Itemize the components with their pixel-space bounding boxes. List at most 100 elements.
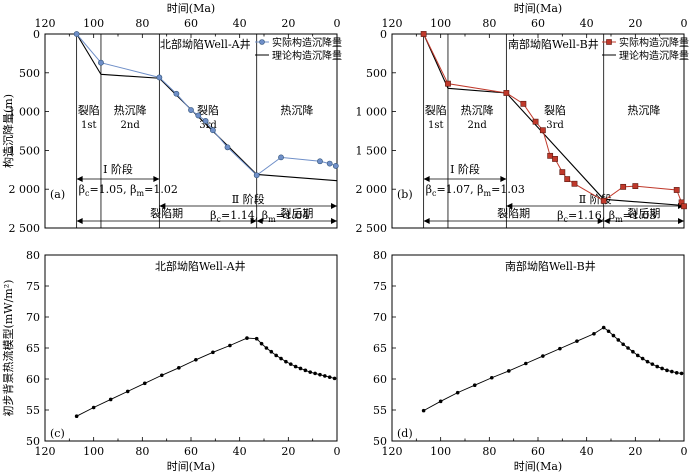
panel-3-xtick-label: 20 <box>281 445 295 458</box>
panel-4-frame <box>391 254 685 442</box>
panel-2-actual-point <box>600 197 607 204</box>
panel-1-phase-label: 3rd <box>199 120 217 131</box>
panel-4-heatflow-point <box>438 399 443 404</box>
panel-3-heatflow-point <box>288 362 293 366</box>
panel-3-ytick-label: 50 <box>26 435 40 448</box>
panel-3-panel-id: (c) <box>50 427 65 440</box>
panel-2-xtick-label: 20 <box>628 17 642 30</box>
panel-4-heatflow-point <box>606 329 611 334</box>
panel-4-heatflow-point <box>601 325 606 330</box>
panel-4-heatflow-point <box>541 354 545 358</box>
panel-2-period2-arrow-head-right <box>678 218 684 224</box>
panel-4-heatflow-point <box>611 333 616 338</box>
panel-1-ytick-label: 1 500 <box>9 144 41 157</box>
panel-4-heatflow-point <box>645 359 650 364</box>
panel-2-title: 南部坳陷Well-B井 <box>508 37 599 51</box>
panel-1-ytick-label: 2 500 <box>9 222 41 235</box>
panel-4-heatflow-point <box>665 368 669 373</box>
panel-4-title: 南部坳陷Well-B井 <box>505 259 596 273</box>
panel-1-stage1-arrow-head-left <box>76 176 83 182</box>
panel-4-heatflow-point <box>489 375 494 380</box>
panel-2-actual-point <box>539 127 546 134</box>
panel-1-stage2-arrow-head-right <box>331 203 337 209</box>
panel-1-phase-label: 2nd <box>121 120 141 131</box>
panel-4-heatflow-point <box>635 353 640 358</box>
panel-4-xtick-label: 80 <box>482 445 496 458</box>
panel-3-xlabel: 时间(Ma) <box>167 460 215 473</box>
panel-4-heatflow-point <box>524 361 528 366</box>
panel-4-heatflow-point <box>674 371 679 375</box>
panel-1-legend-actual-label: 实际构造沉降量 <box>272 36 342 49</box>
panel-3-heatflow-point <box>284 359 288 364</box>
panel-4-xtick-label: 100 <box>430 445 451 458</box>
panel-1-ylabel: 构造沉降量(m) <box>1 94 15 168</box>
panel-2-stage2-arrow-head-left <box>506 203 513 209</box>
panel-1-series-actual <box>76 33 336 176</box>
panel-1-actual-point <box>253 172 260 179</box>
panel-4-heatflow-point <box>421 408 426 413</box>
panel-4-ytick-label: 60 <box>373 373 387 386</box>
panel-3-xtick-label: 40 <box>233 445 247 458</box>
panel-2-stage1-beta: βc=1.07, βm=1.03 <box>426 183 525 198</box>
panel-1-stage1-beta: βc=1.05, βm=1.02 <box>79 183 178 198</box>
panel-2-actual-point <box>532 118 539 125</box>
panel-4-heatflow-point <box>592 331 596 336</box>
panel-3-heatflow-point <box>125 389 130 394</box>
panel-3-heatflow-point <box>298 366 303 371</box>
panel-2-phase-label: 裂陷 <box>544 103 566 117</box>
panel-2-phase-label: 热沉降 <box>627 103 660 117</box>
panel-2-period1-arrow-head-right <box>597 218 604 224</box>
panel-1-xtick-label: 40 <box>233 17 247 30</box>
panel-2-xtick-label: 100 <box>430 17 451 30</box>
panel-4-heatflow-point <box>660 366 664 371</box>
panel-4-series-heatflow <box>423 326 682 412</box>
panel-3-heatflow-point <box>74 414 79 419</box>
panel-3-heatflow-point <box>303 368 308 373</box>
panel-4-xlabel: 时间(Ma) <box>514 460 562 473</box>
panel-4-heatflow-point <box>679 371 684 376</box>
panel-4-heatflow-point <box>670 369 674 374</box>
panel-2-panel-id: (b) <box>397 188 413 201</box>
panel-4-ytick-label: 70 <box>373 311 387 324</box>
panel-3-heatflow-point <box>245 336 249 340</box>
panel-4-heatflow-point <box>626 346 630 350</box>
panel-2-actual-point <box>547 152 554 159</box>
panel-3-heatflow-point <box>313 371 317 376</box>
panel-1-stage2-arrow-head-left <box>159 203 166 209</box>
panel-4-heatflow-point <box>472 383 477 388</box>
panel-3-heatflow-point <box>91 405 96 410</box>
panel-3-series-heatflow <box>76 337 335 417</box>
panel-3-xtick-label: 60 <box>184 445 198 458</box>
panel-1-period1-arrow-head-left <box>76 218 83 224</box>
panel-2-period2-label: 裂后期 <box>627 207 660 220</box>
panel-1-xtick-label: 80 <box>135 17 149 30</box>
panel-1-xtick-label: 60 <box>184 17 198 30</box>
panel-4-xtick-label: 120 <box>382 445 403 458</box>
panel-2-actual-point <box>559 169 566 176</box>
panel-2-ytick-label: 2 000 <box>356 183 388 196</box>
panel-2-actual-point <box>503 90 510 96</box>
panel-2-phase-label: 1st <box>428 120 444 131</box>
panel-1-ytick-label: 500 <box>19 67 40 80</box>
panel-2-xlabel: 时间(Ma) <box>514 2 562 15</box>
panel-3-ytick-label: 55 <box>26 404 40 417</box>
panel-4-ytick-label: 55 <box>373 404 387 417</box>
panel-2-stage2-beta: βc=1.16, βm=1.03 <box>557 209 656 224</box>
panel-4-ytick-label: 50 <box>373 435 387 448</box>
panel-1-legend-theory-label: 理论构造沉降量 <box>272 49 342 62</box>
panel-1-legend-actual-marker <box>259 39 265 45</box>
panel-3-xtick-label: 80 <box>135 445 149 458</box>
panel-3-heatflow-point <box>108 397 113 402</box>
panel-2-period1-label: 裂陷期 <box>497 206 530 220</box>
panel-1-actual-point <box>332 163 339 169</box>
panel-1-period1-label: 裂陷期 <box>150 206 183 220</box>
panel-1-xlabel: 时间(Ma) <box>167 2 215 15</box>
panel-1-xtick-label: 0 <box>334 17 341 30</box>
panel-1-period2-arrow-head-left <box>256 218 263 224</box>
panel-2-phase-label: 2nd <box>468 120 488 131</box>
panel-2-ytick-label: 500 <box>366 67 387 80</box>
panel-4-xtick-label: 20 <box>628 445 642 458</box>
panel-2-legend-theory-label: 理论构造沉降量 <box>619 49 689 62</box>
panel-2-ytick-label: 0 <box>380 28 387 41</box>
